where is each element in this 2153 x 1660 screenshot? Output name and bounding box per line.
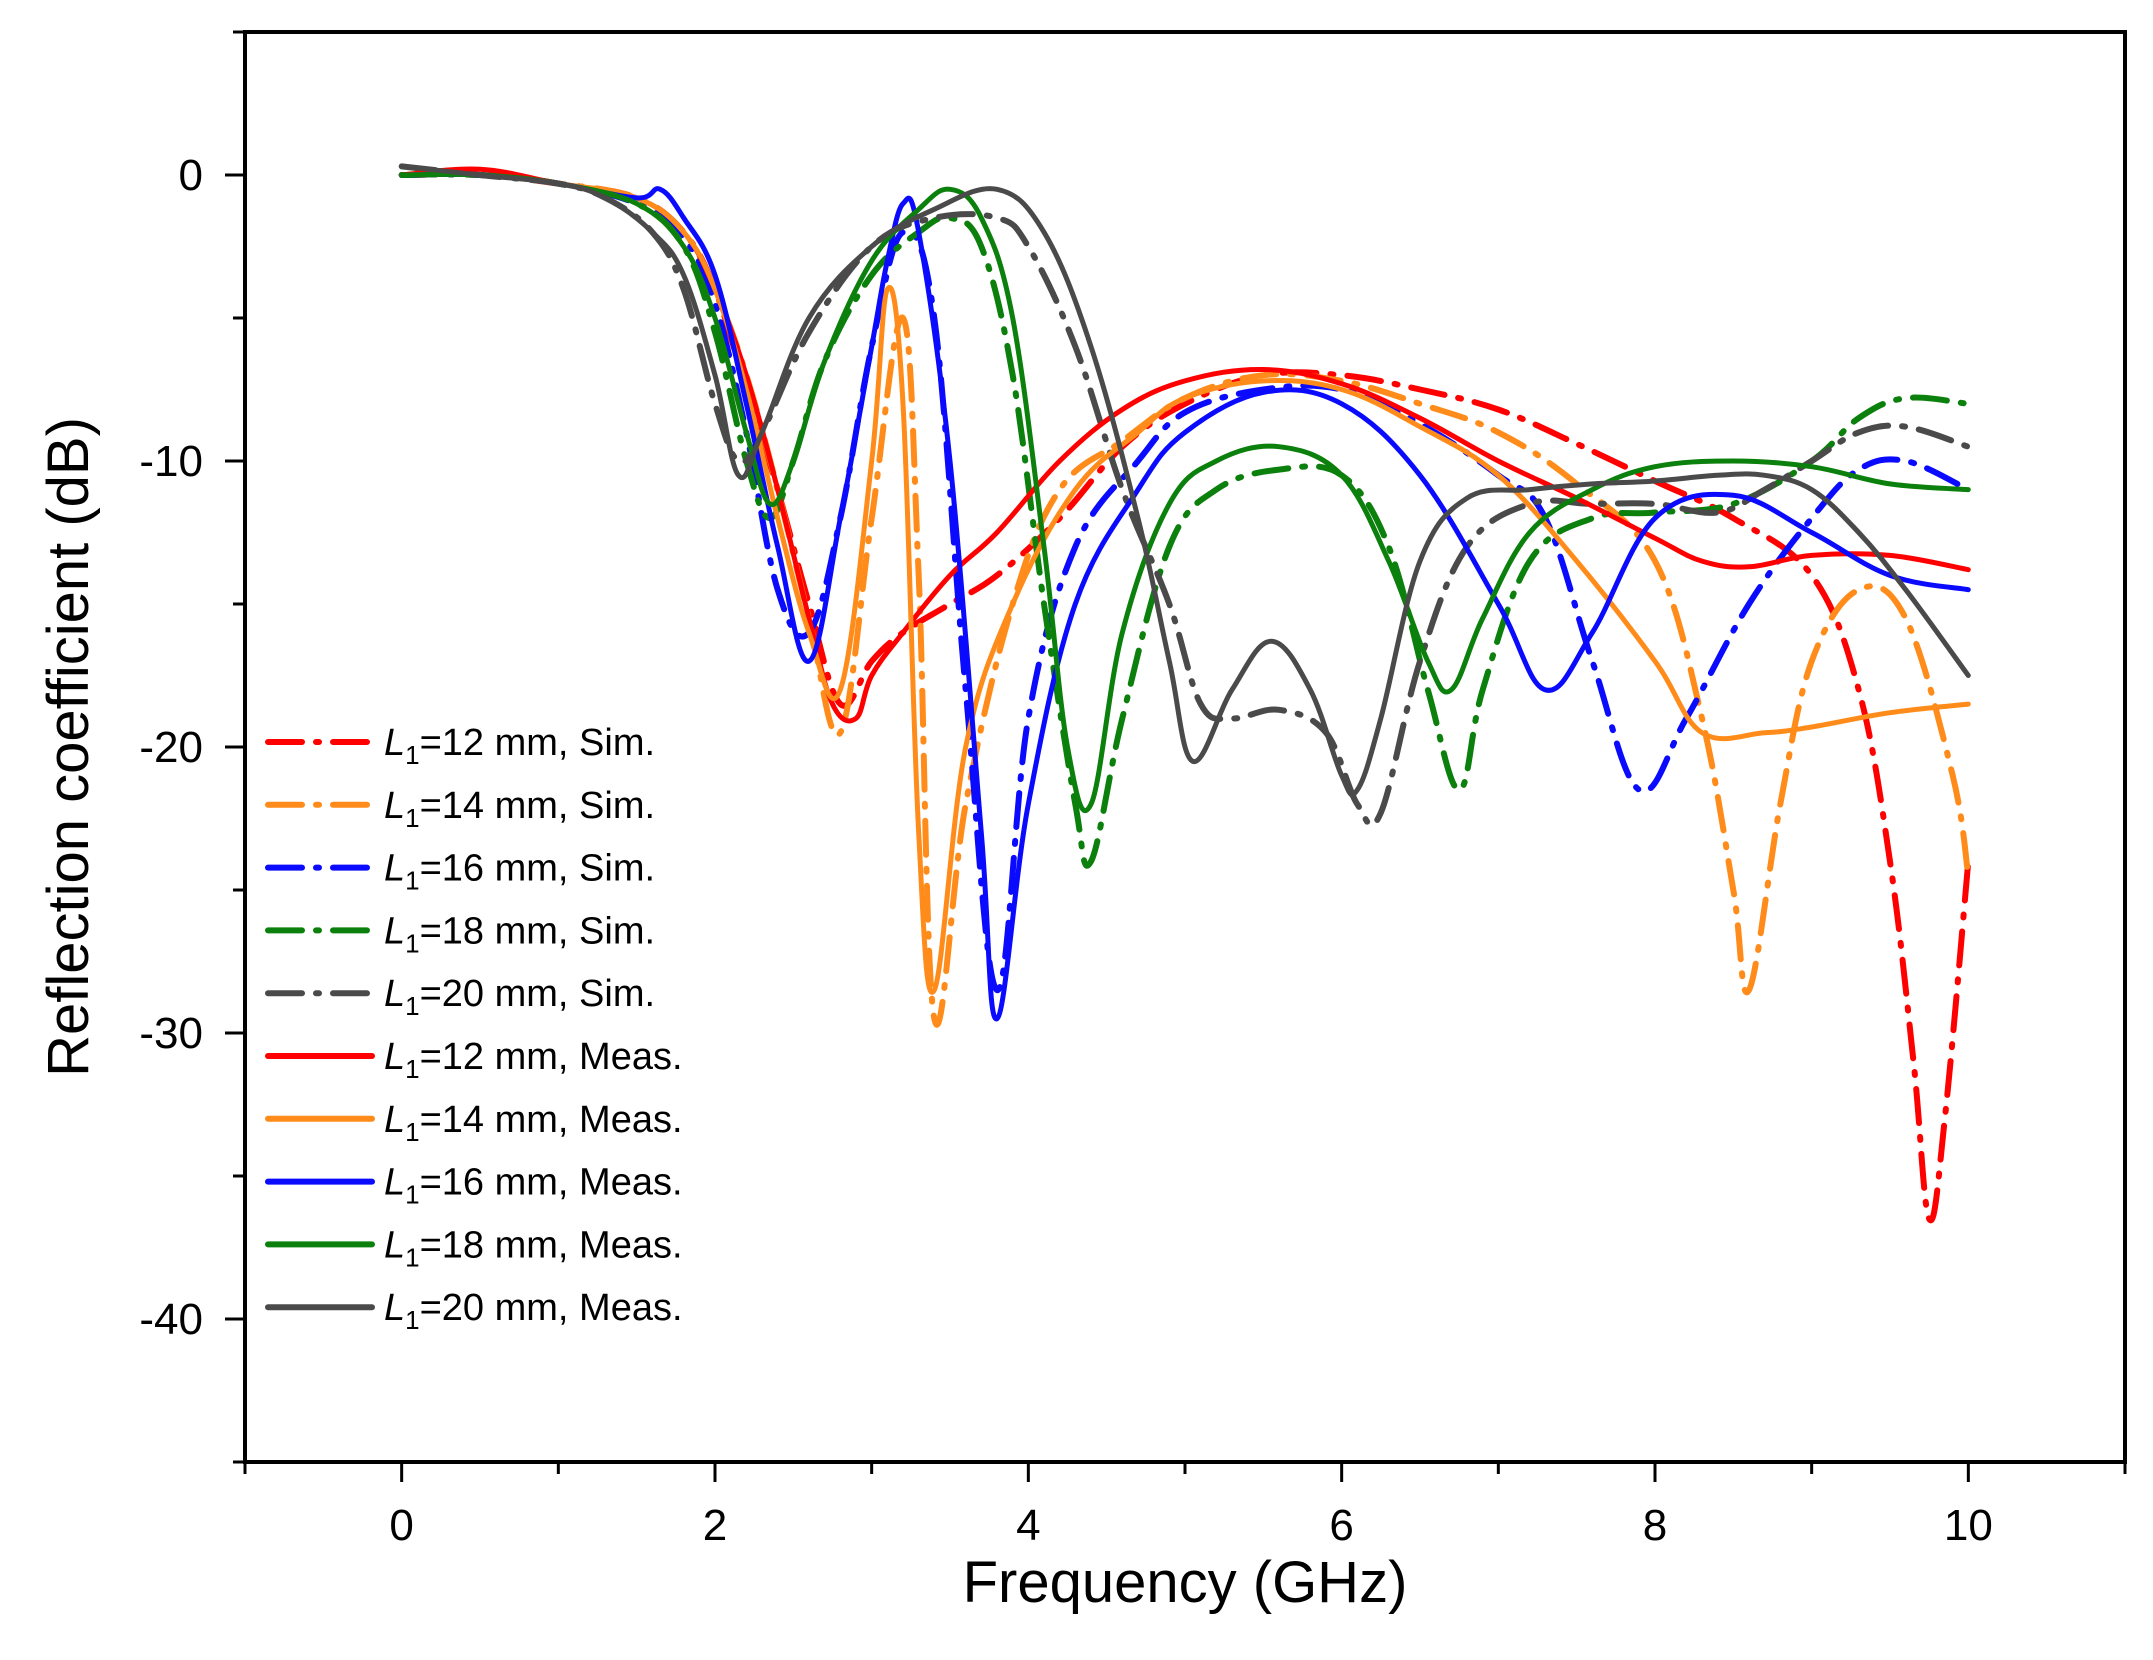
x-tick-label: 10 bbox=[1944, 1501, 1993, 1550]
legend-label: L1=12 mm, Meas. bbox=[384, 1036, 683, 1084]
y-tick-label: -40 bbox=[139, 1295, 203, 1344]
legend-label: L1=12 mm, Sim. bbox=[384, 722, 655, 770]
legend-label: L1=18 mm, Sim. bbox=[384, 910, 655, 958]
legend-label: L1=14 mm, Sim. bbox=[384, 785, 655, 833]
x-tick-label: 2 bbox=[703, 1501, 727, 1550]
x-tick-label: 6 bbox=[1329, 1501, 1353, 1550]
series-line-5 bbox=[398, 163, 1972, 829]
tick-layer: 0 2 4 6 8 10 0 -10 -20 -30 -40 bbox=[139, 30, 2127, 1550]
legend-label: L1=16 mm, Sim. bbox=[384, 848, 655, 896]
x-axis-title: Frequency (GHz) bbox=[963, 1550, 1408, 1615]
y-tick-label: 0 bbox=[179, 151, 203, 200]
series-layer bbox=[398, 163, 1972, 1224]
legend-label: L1=18 mm, Meas. bbox=[384, 1224, 683, 1272]
legend-label: L1=20 mm, Sim. bbox=[384, 973, 655, 1021]
series-line-8 bbox=[399, 171, 1971, 1022]
x-tick-label: 8 bbox=[1643, 1501, 1667, 1550]
legend-label: L1=20 mm, Meas. bbox=[384, 1287, 683, 1335]
series-line-9 bbox=[399, 171, 1971, 813]
series-line-7 bbox=[399, 171, 1971, 995]
y-tick-label: -10 bbox=[139, 437, 203, 486]
x-tick-label: 4 bbox=[1016, 1501, 1040, 1550]
x-tick-label: 0 bbox=[389, 1501, 413, 1550]
legend-label: L1=14 mm, Meas. bbox=[384, 1099, 683, 1147]
y-tick-label: -30 bbox=[139, 1009, 203, 1058]
legend-label: L1=16 mm, Meas. bbox=[384, 1162, 683, 1210]
legend: L1=12 mm, Sim. L1=14 mm, Sim. L1=16 mm, Si… bbox=[265, 722, 683, 1335]
series-line-10 bbox=[399, 163, 1971, 798]
y-tick-label: -20 bbox=[139, 723, 203, 772]
y-axis-title: Reflection coefficient (dB) bbox=[36, 417, 101, 1077]
